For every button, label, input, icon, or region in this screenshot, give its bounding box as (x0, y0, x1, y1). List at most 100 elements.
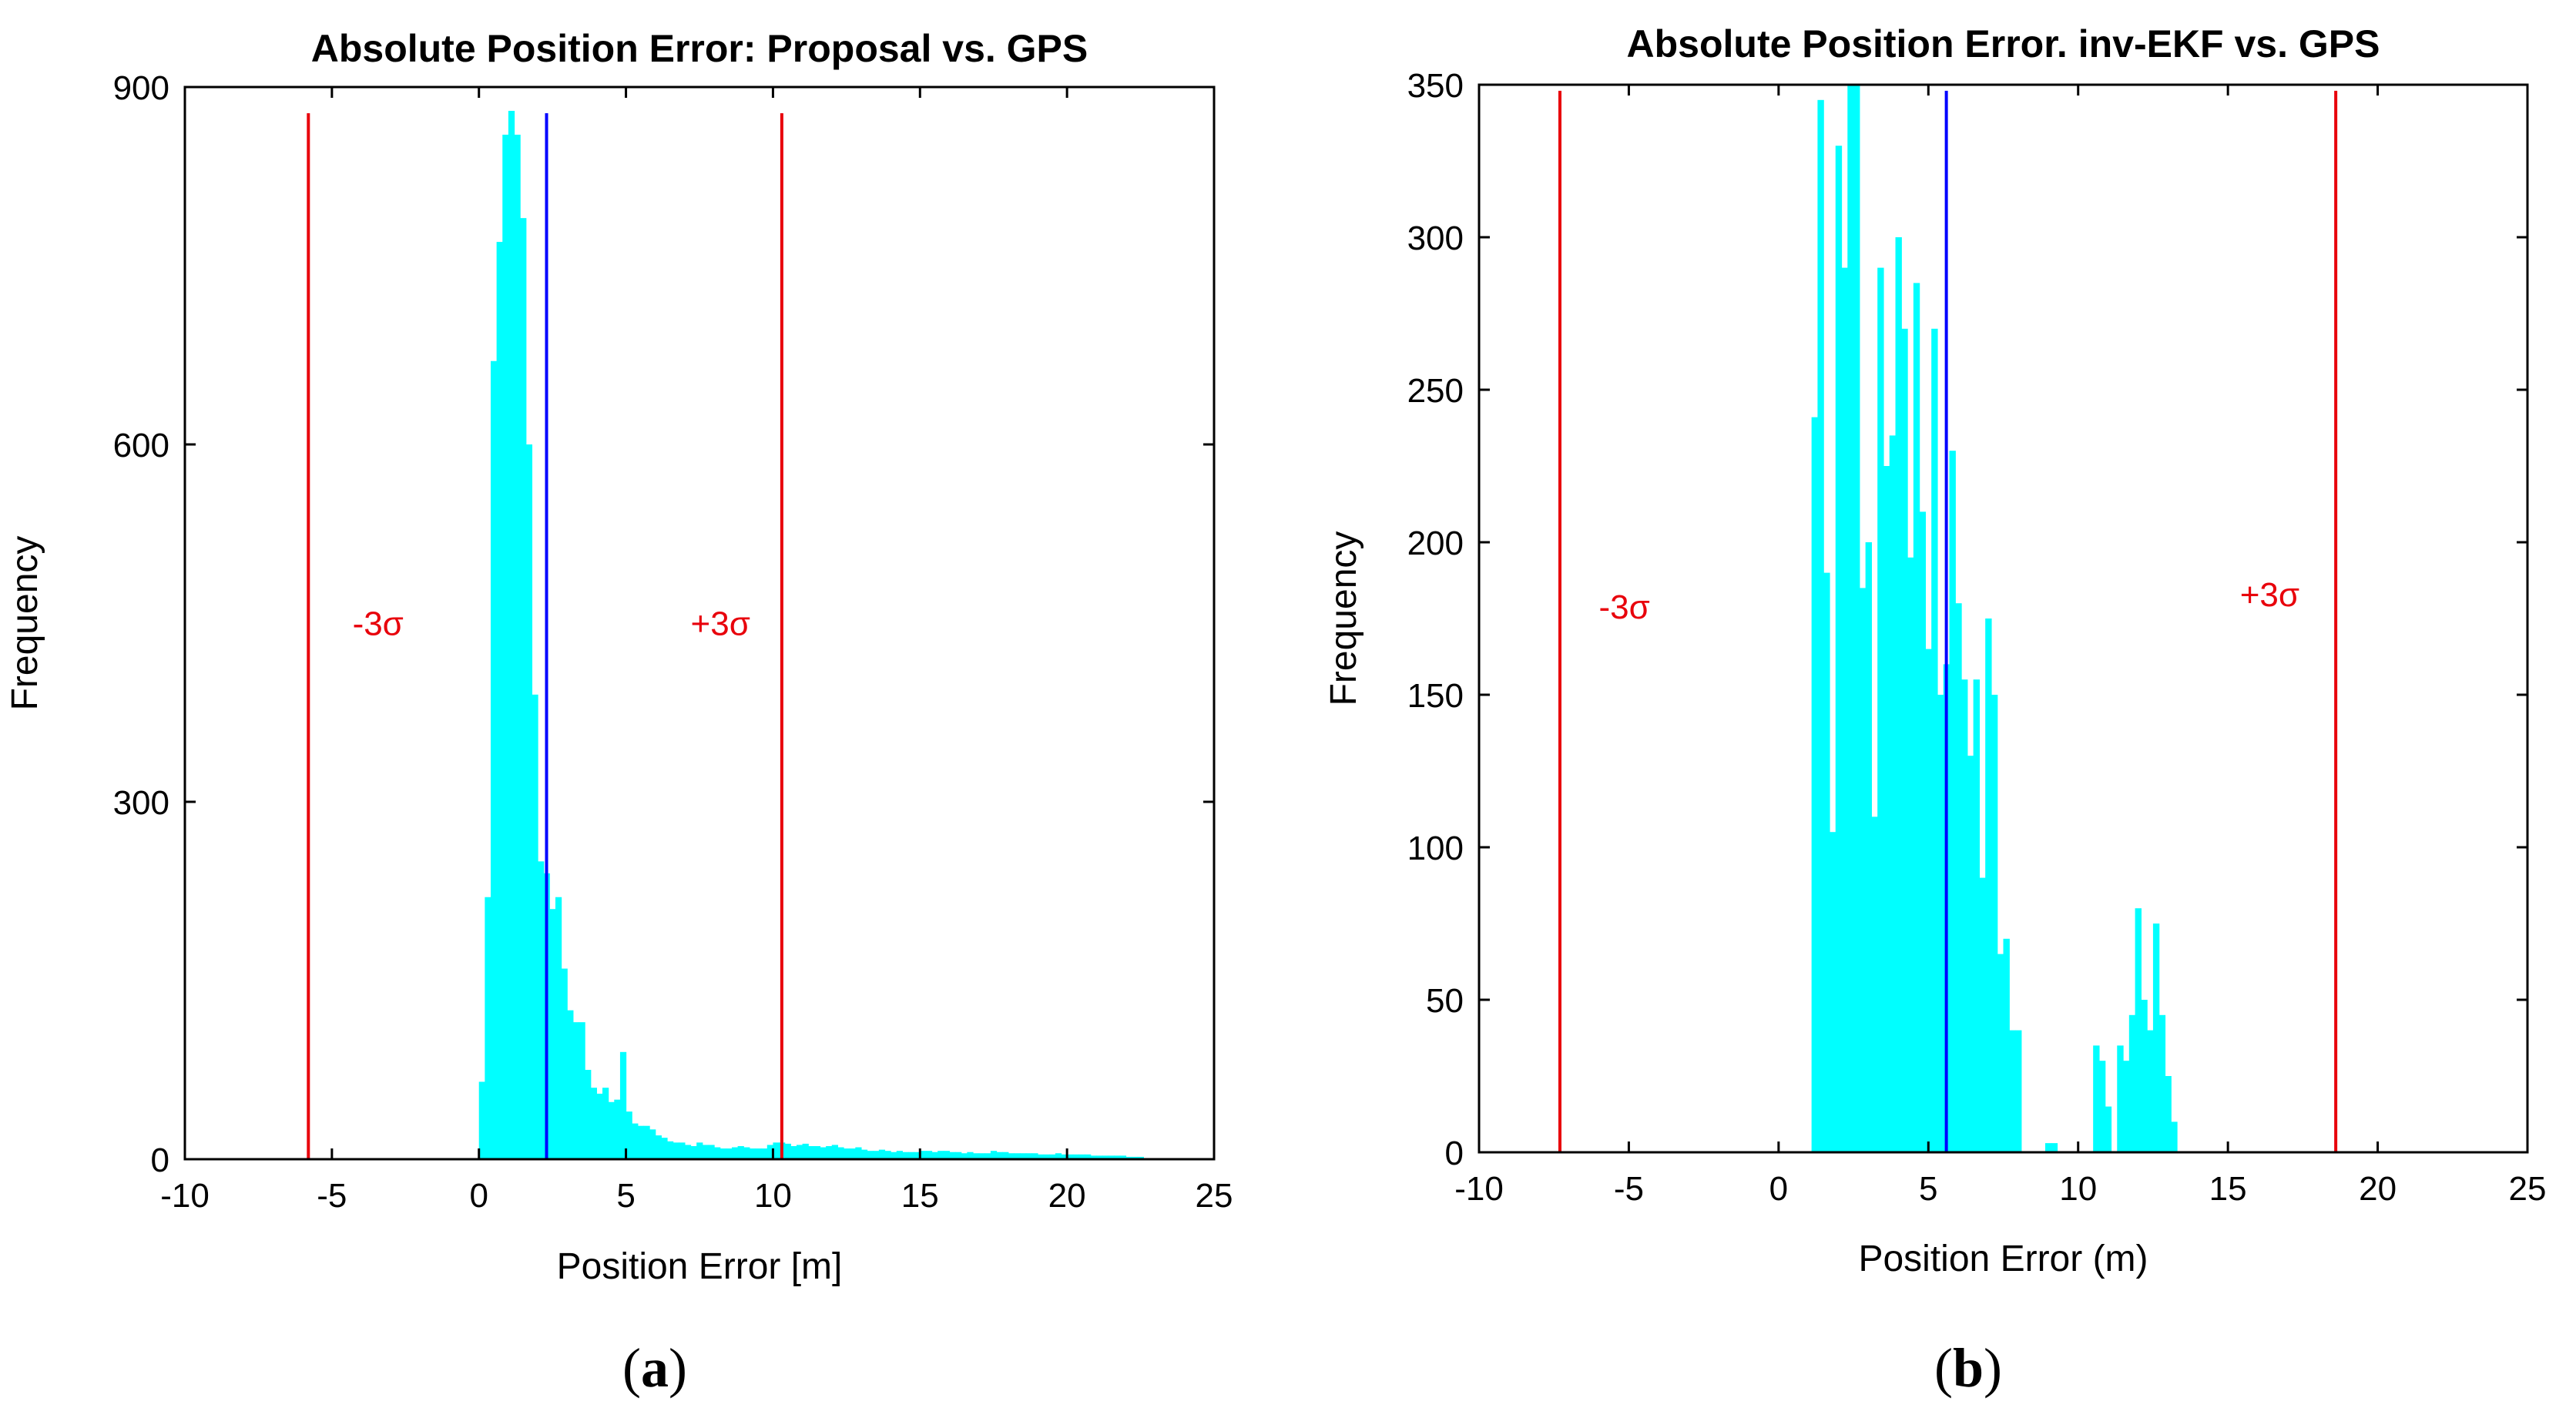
histogram-bar (649, 1129, 656, 1159)
histogram-bar (1961, 679, 1968, 1152)
histogram-bar (826, 1145, 833, 1159)
histogram-bar (2158, 1014, 2166, 1152)
y-tick-label: 50 (1426, 982, 1464, 1020)
histogram-bar (2135, 908, 2142, 1152)
histogram-bar (502, 134, 509, 1159)
histogram-bar (802, 1143, 809, 1159)
histogram-bar (1078, 1154, 1085, 1159)
histogram-bar (478, 1081, 485, 1159)
histogram-bar (1931, 328, 1938, 1152)
histogram-bar (525, 444, 533, 1159)
histogram-bar (1847, 85, 1854, 1152)
histogram-bar (585, 1070, 592, 1159)
histogram-bar (1901, 328, 1908, 1152)
histogram-bar (831, 1145, 838, 1159)
axes-box (1478, 83, 2529, 1154)
histogram-bar (743, 1147, 750, 1159)
y-tick-label: 150 (1407, 677, 1464, 715)
histogram-bar (1020, 1153, 1027, 1159)
histogram-bar (1841, 267, 1848, 1153)
histogram-bar (1102, 1155, 1109, 1159)
histogram-bar (1973, 679, 1980, 1152)
caption-open-paren: ( (622, 1337, 641, 1399)
histogram-bar (955, 1152, 962, 1159)
histogram-bar (1061, 1154, 1068, 1159)
histogram-bar (1991, 695, 1998, 1152)
x-tick-label: 25 (2509, 1170, 2547, 1208)
x-tick-label: 25 (1196, 1177, 1233, 1215)
histogram-bar (1132, 1156, 1139, 1159)
plus-3-sigma-label: +3σ (691, 605, 750, 642)
y-tick-label: 100 (1407, 830, 1464, 867)
caption-close-paren: ) (1984, 1337, 2002, 1399)
histogram-bar (561, 968, 568, 1159)
histogram-bar (520, 218, 527, 1159)
histogram-bar (1919, 511, 1926, 1152)
histogram-bar (1949, 451, 1956, 1152)
histogram-bar (2044, 1143, 2052, 1152)
histogram-bar (731, 1147, 739, 1159)
chart-title: Absolute Position Error: Proposal vs. GP… (311, 27, 1088, 70)
x-tick-label: 0 (469, 1177, 488, 1215)
histogram-bar (2015, 1030, 2022, 1152)
histogram-bar (2093, 1045, 2100, 1152)
x-tick-label: 20 (1048, 1177, 1086, 1215)
histogram-bar (619, 1051, 627, 1159)
caption-letter: a (641, 1337, 669, 1399)
histogram-bar (896, 1151, 903, 1159)
y-tick-label: 300 (113, 784, 169, 822)
caption-open-paren: ( (1934, 1337, 1953, 1399)
histogram-bar (1119, 1155, 1127, 1159)
x-tick-label: 10 (2059, 1170, 2097, 1208)
x-tick-label: 5 (1919, 1170, 1937, 1208)
caption-close-paren: ) (669, 1337, 687, 1399)
histogram-bar (867, 1151, 874, 1159)
histogram-bar (925, 1151, 933, 1159)
histogram-bar (761, 1148, 768, 1159)
histogram-bar (1871, 816, 1878, 1152)
histogram-bar (496, 242, 503, 1159)
y-tick-label: 0 (1445, 1135, 1464, 1172)
y-tick-label: 0 (151, 1141, 169, 1179)
histogram-bar (1835, 146, 1843, 1153)
y-axis-label: Frequency (1323, 531, 1364, 706)
histogram-bar (844, 1148, 850, 1159)
x-axis-label: Position Error (m) (1858, 1239, 2148, 1279)
histogram-bar (1072, 1154, 1080, 1159)
histogram-bar (1049, 1154, 1056, 1159)
x-tick-label: -10 (1454, 1170, 1504, 1208)
histogram-bar (690, 1145, 697, 1159)
histogram-bar (931, 1152, 938, 1159)
histogram-bar (1913, 283, 1920, 1152)
histogram-bar (661, 1138, 668, 1159)
histogram-bar (2003, 938, 2010, 1152)
histogram-bar (849, 1148, 856, 1159)
x-tick-label: 15 (2209, 1170, 2247, 1208)
y-tick-label: 250 (1407, 372, 1464, 410)
histogram-bar (696, 1142, 703, 1159)
histogram-bar (984, 1153, 991, 1159)
y-tick-label: 600 (113, 427, 169, 464)
histogram-bar (2051, 1143, 2058, 1152)
x-tick-label: -5 (317, 1177, 347, 1215)
histogram-bar (2098, 1061, 2106, 1152)
histogram-bar (579, 1022, 585, 1159)
histogram-bar (1008, 1153, 1015, 1159)
histogram-bar (1829, 832, 1836, 1152)
histogram-bar (967, 1152, 974, 1159)
histogram-bar (2009, 1030, 2016, 1152)
histogram-bar (737, 1145, 744, 1159)
histogram-bar (602, 1088, 609, 1159)
y-tick-label: 300 (1407, 220, 1464, 257)
histogram-bar (679, 1142, 686, 1159)
histogram-bar (996, 1152, 1003, 1159)
histogram-bar (2105, 1106, 2112, 1152)
histogram-bar (1955, 603, 1962, 1152)
histogram-bar (1114, 1155, 1121, 1159)
histogram-bar (714, 1147, 721, 1159)
histogram-bar (796, 1145, 803, 1159)
histogram-bar (1043, 1154, 1050, 1159)
histogram-bar (908, 1152, 915, 1159)
histogram-bar (1925, 649, 1932, 1152)
